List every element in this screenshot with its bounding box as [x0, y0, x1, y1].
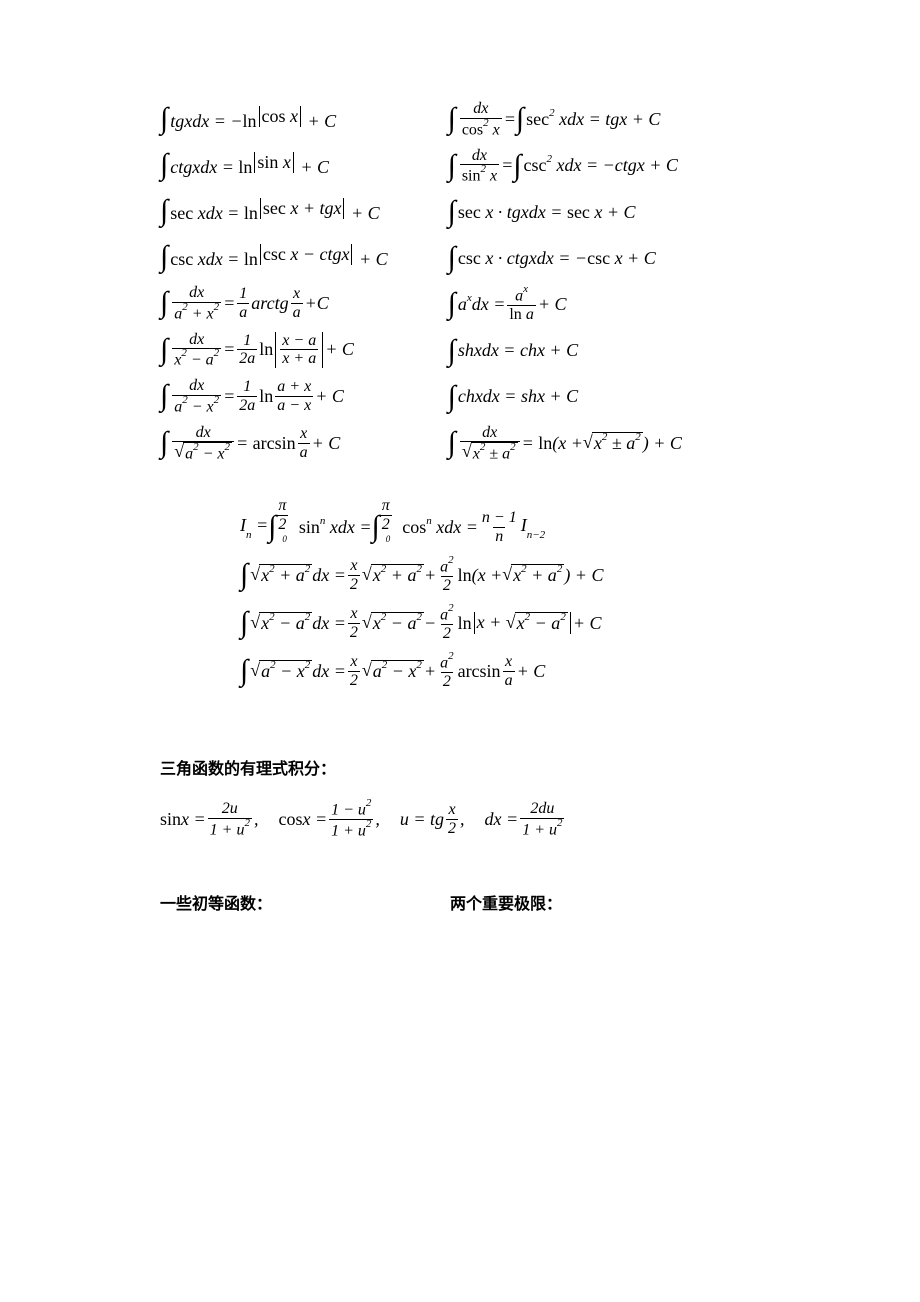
weierstrass-substitution: sin x = 2u1 + u2, cos x = 1 − u21 + u2, …	[160, 799, 770, 840]
subst-dx: dx = 2du1 + u2	[485, 800, 567, 839]
integral-sqrt-x2-plus-a2-full: ∫x2 + a2 dx = x2x2 + a2 + a22 ln(x + x2 …	[240, 551, 770, 599]
integral-cscx-ctgx: ∫csc x · ctgxdx = −csc x + C	[448, 239, 682, 277]
wallis-formula: In = ∫π20sinn xdx =∫π20cosn xdx = n − 1n…	[240, 503, 770, 551]
integral-shx: ∫shxdx = chx + C	[448, 332, 682, 370]
integral-sqrt-a2-minus-x2-full: ∫a2 − x2 dx = x2a2 − x2 + a22 arcsin xa …	[240, 647, 770, 695]
heading-important-limits: 两个重要极限：	[450, 890, 562, 914]
integral-sqrt-x2-pm-a2: ∫dxx2 ± a2 = ln(x + x2 ± a2 ) + C	[448, 424, 682, 464]
integral-ctgx: ∫ctgxdx = lnsin x + C	[160, 146, 388, 184]
integral-secx: ∫sec xdx = lnsec x + tgx + C	[160, 192, 388, 230]
integral-tgx: ∫tgxdx = −lncos x + C	[160, 100, 388, 138]
integral-secx-tgx: ∫sec x · tgxdx = sec x + C	[448, 193, 682, 231]
integral-sin2x: ∫dxsin2 x = ∫csc2 xdx = −ctgx + C	[448, 147, 682, 186]
integral-a2-plus-x2: ∫dxa2 + x2 = 1a arctg xa +C	[160, 284, 388, 323]
integral-sqrt-a2-minus-x2: ∫dxa2 − x2 = arcsin xa + C	[160, 424, 388, 464]
integral-table-columns: ∫tgxdx = −lncos x + C ∫ctgxdx = lnsin x …	[160, 100, 770, 463]
heading-rational-trig: 三角函数的有理式积分：	[160, 755, 770, 779]
right-column: ∫dxcos2 x = ∫sec2 xdx = tgx + C ∫dxsin2 …	[448, 100, 682, 463]
left-column: ∫tgxdx = −lncos x + C ∫ctgxdx = lnsin x …	[160, 100, 388, 463]
subst-sinx: sin x = 2u1 + u2,	[160, 800, 258, 839]
integral-sqrt-x2-minus-a2-full: ∫x2 − a2 dx = x2x2 − a2 − a22 lnx + x2 −…	[240, 599, 770, 647]
document-page: ∫tgxdx = −lncos x + C ∫ctgxdx = lnsin x …	[0, 0, 920, 1014]
integral-x2-minus-a2: ∫dxx2 − a2 = 12a lnx − ax + a + C	[160, 331, 388, 370]
bottom-headings-row: 一些初等函数： 两个重要极限：	[160, 890, 770, 914]
integral-cos2x: ∫dxcos2 x = ∫sec2 xdx = tgx + C	[448, 100, 682, 139]
heading-elementary-functions: 一些初等函数：	[160, 890, 450, 914]
subst-cosx: cos x = 1 − u21 + u2,	[278, 799, 379, 840]
integral-ax: ∫axdx = axln a + C	[448, 285, 682, 324]
subst-u: u = tg x2,	[400, 800, 465, 838]
center-integral-block: In = ∫π20sinn xdx =∫π20cosn xdx = n − 1n…	[240, 503, 770, 695]
integral-chx: ∫chxdx = shx + C	[448, 378, 682, 416]
integral-cscx: ∫csc xdx = lncsc x − ctgx + C	[160, 238, 388, 276]
integral-a2-minus-x2: ∫dxa2 − x2 = 12a ln a + xa − x + C	[160, 377, 388, 416]
